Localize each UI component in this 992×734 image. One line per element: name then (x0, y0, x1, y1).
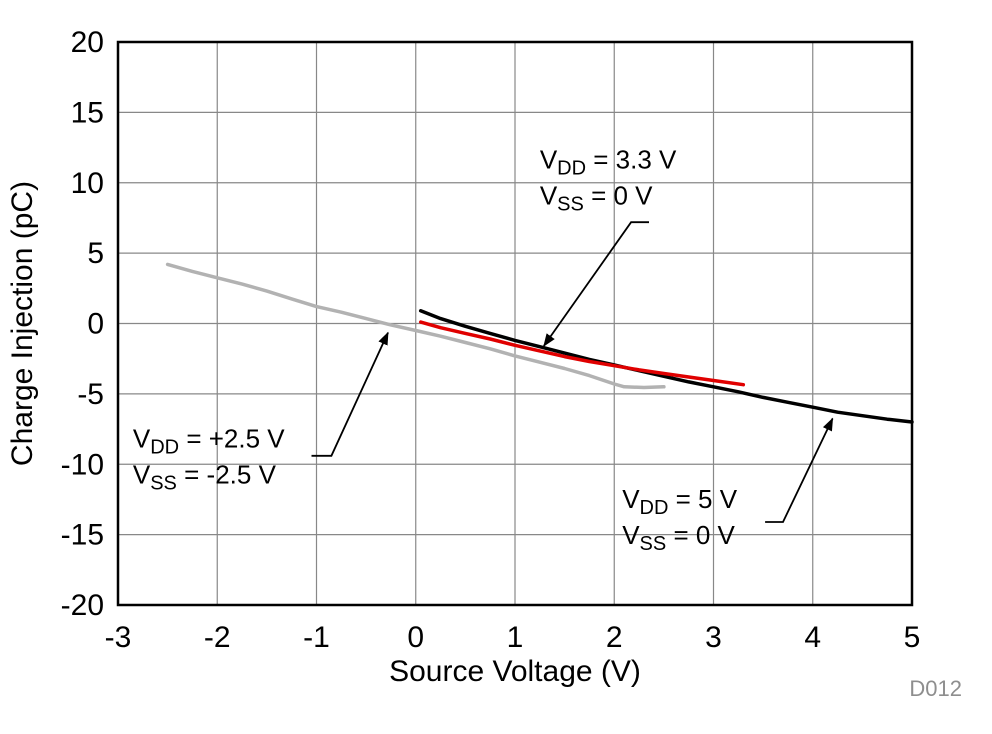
series-vdd-5-vss-0 (418, 309, 914, 424)
series-vdd-plus2p5-vss-minus2p5 (165, 262, 666, 390)
svg-text:3: 3 (705, 621, 722, 654)
svg-text:0: 0 (407, 621, 424, 654)
annotation-vdd-3p3-text: VSS = 0 V (540, 181, 653, 216)
annotation-vdd-2p5-text: VDD = +2.5 V (133, 423, 285, 458)
figure-id-label: D012 (909, 676, 962, 701)
svg-text:4: 4 (804, 621, 821, 654)
svg-text:-3: -3 (105, 621, 132, 654)
svg-text:2: 2 (606, 621, 623, 654)
x-tick-labels: -3 -2 -1 0 1 2 3 4 5 (105, 621, 921, 654)
series-vdd-3p3-vss-0 (418, 320, 746, 387)
svg-text:-20: -20 (61, 589, 104, 622)
plot-border (116, 40, 914, 607)
x-axis-label: Source Voltage (V) (389, 655, 641, 688)
svg-text:10: 10 (71, 167, 104, 200)
annotation-vdd-5-arrow (765, 417, 834, 523)
annotation-vdd-5-text: VDD = 5 V (622, 484, 738, 519)
svg-text:0: 0 (87, 308, 104, 341)
annotation-vdd-3p3-text: VDD = 3.3 V (540, 145, 677, 180)
svg-text:5: 5 (87, 237, 104, 270)
gridlines (117, 41, 913, 606)
svg-text:5: 5 (904, 621, 921, 654)
annotation-vdd-2p5-arrow (311, 331, 389, 457)
annotation-vdd-2p5-text: VSS = -2.5 V (133, 459, 277, 494)
annotation-vdd-5-text: VSS = 0 V (622, 520, 735, 555)
svg-text:15: 15 (71, 96, 104, 129)
svg-text:20: 20 (71, 26, 104, 59)
svg-text:-2: -2 (204, 621, 231, 654)
y-axis-label: Charge Injection (pC) (6, 181, 39, 466)
annotation-vdd-3p3-arrow (543, 221, 649, 347)
svg-text:1: 1 (507, 621, 524, 654)
svg-text:-5: -5 (77, 378, 104, 411)
y-tick-labels: -20 -15 -10 -5 0 5 10 15 20 (61, 26, 104, 622)
svg-text:-15: -15 (61, 519, 104, 552)
svg-text:-1: -1 (303, 621, 330, 654)
svg-text:-10: -10 (61, 448, 104, 481)
